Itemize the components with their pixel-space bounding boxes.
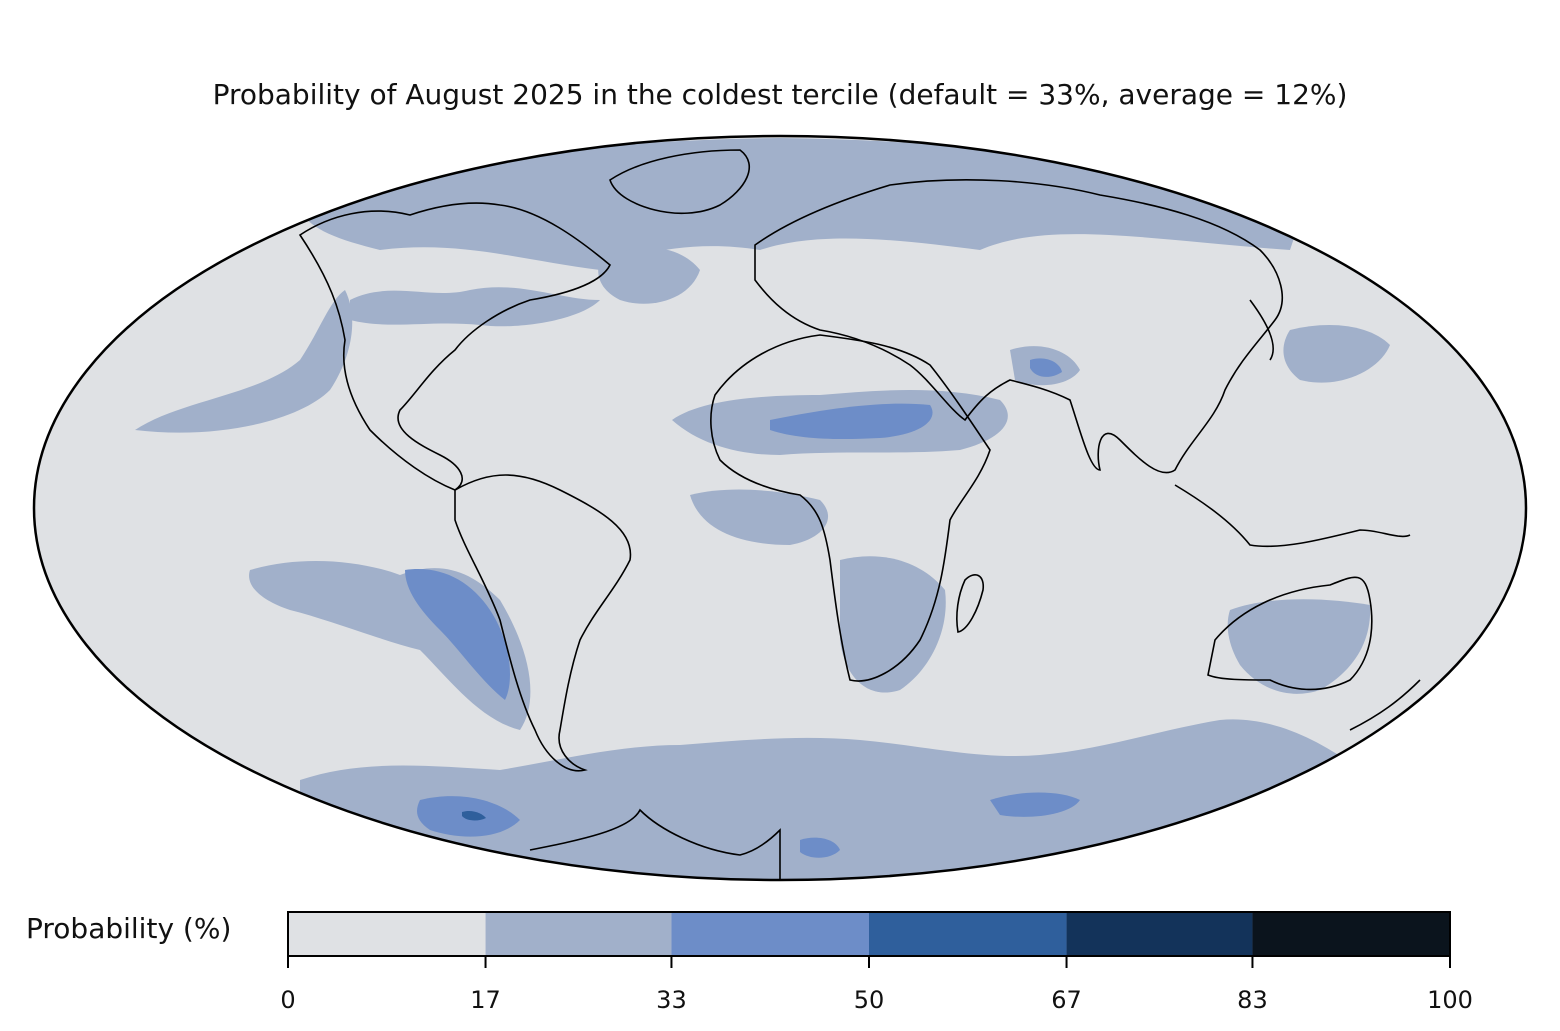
coast-africa — [710, 334, 991, 682]
coast-north-america — [298, 202, 611, 491]
region-ne-pacific — [135, 290, 353, 433]
colorbar-tick-label: 33 — [656, 986, 687, 1014]
region-southern-ocean-core-3 — [800, 837, 840, 858]
region-sahel-core — [770, 403, 933, 440]
colorbar-bin-4 — [1066, 912, 1253, 956]
region-n-atlantic — [598, 247, 700, 304]
region-s-atlantic — [690, 489, 829, 545]
coast-japan — [1249, 299, 1275, 361]
colorbar-tick-label: 0 — [280, 986, 295, 1014]
colorbar-tick-label: 67 — [1051, 986, 1082, 1014]
coast-greenland — [609, 149, 751, 215]
colorbar-label: Probability (%) — [26, 912, 232, 945]
colorbar-tick-label: 17 — [470, 986, 501, 1014]
world-map — [32, 134, 1528, 882]
colorbar-bin-0 — [288, 912, 486, 956]
coast-australia — [1207, 576, 1373, 691]
coast-new-zealand — [1349, 679, 1421, 731]
colorbar-tick-label: 50 — [854, 986, 885, 1014]
coast-antarctica — [529, 808, 781, 880]
coast-indonesia — [1174, 484, 1411, 548]
colorbar-bins — [288, 912, 1450, 956]
region-se-pacific-core — [405, 569, 510, 700]
colorbar-bin-5 — [1252, 912, 1450, 956]
page-title: Probability of August 2025 in the coldes… — [212, 78, 1348, 111]
region-s-africa — [840, 556, 946, 693]
coastlines — [298, 149, 1421, 880]
colorbar-bin-1 — [485, 912, 672, 956]
region-s-asia-core — [1030, 358, 1062, 377]
region-australia — [1227, 599, 1371, 694]
globe-outline — [32, 134, 1528, 882]
coast-eurasia — [754, 179, 1283, 474]
region-southern-ocean-core-2 — [990, 792, 1080, 817]
colorbar-ticks: 0 17 33 50 67 83 100 — [280, 956, 1473, 1014]
colorbar-bin-3 — [869, 912, 1067, 956]
region-na-interior — [350, 287, 600, 327]
colorbar-tick-label: 83 — [1237, 986, 1268, 1014]
coast-madagascar — [956, 574, 985, 633]
region-w-pacific — [1283, 325, 1390, 383]
coast-south-america — [454, 474, 632, 772]
region-southern-ocean-max — [462, 810, 486, 821]
region-arctic — [300, 138, 1300, 270]
colorbar-bin-2 — [671, 912, 869, 956]
colorbar-tick-label: 100 — [1427, 986, 1473, 1014]
